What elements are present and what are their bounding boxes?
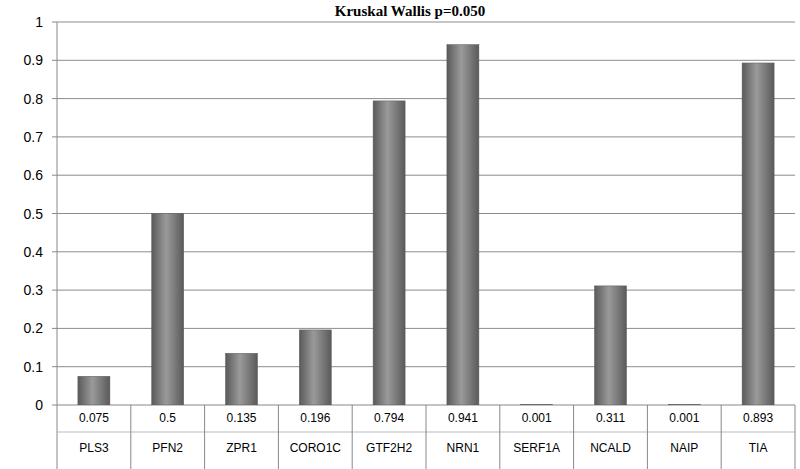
data-label: 0.941 [448, 411, 478, 425]
title: Kruskal Wallis p=0.050 [335, 3, 485, 19]
grid [52, 22, 795, 405]
tick-mark [52, 366, 57, 367]
axis-line [57, 22, 58, 469]
tick-label: 0.6 [24, 167, 44, 183]
tick-mark [52, 22, 57, 23]
bar [447, 45, 479, 405]
tick-mark [52, 98, 57, 99]
data-label: 0.075 [79, 411, 109, 425]
tick-label: 0.7 [24, 129, 44, 145]
tick-mark [52, 175, 57, 176]
tick-mark [52, 290, 57, 291]
tick-label: 0.5 [24, 206, 44, 222]
category-label: PLS3 [79, 441, 109, 455]
tick-label: 0.4 [24, 244, 44, 260]
bar [668, 404, 700, 405]
bar [226, 353, 258, 405]
tick-mark [52, 136, 57, 137]
category-label: NAIP [670, 441, 698, 455]
table-separator [647, 405, 648, 469]
chart-container: Kruskal Wallis p=0.05000.10.20.30.40.50.… [0, 0, 800, 469]
data-label: 0.135 [226, 411, 256, 425]
category-label: NCALD [590, 441, 631, 455]
tick-label: 0.2 [24, 320, 44, 336]
category-label: SERF1A [513, 441, 560, 455]
bar [78, 376, 110, 405]
tick-mark [52, 60, 57, 61]
data-label: 0.794 [374, 411, 404, 425]
category-label: NRN1 [447, 441, 480, 455]
data-label: 0.001 [522, 411, 552, 425]
bar [152, 214, 184, 406]
category-label: CORO1C [290, 441, 342, 455]
table-separator [130, 405, 131, 469]
table-separator [352, 405, 353, 469]
table-separator [573, 405, 574, 469]
grid-line [57, 175, 795, 176]
tick-mark [52, 251, 57, 252]
chart: Kruskal Wallis p=0.05000.10.20.30.40.50.… [0, 0, 800, 469]
category-label: ZPR1 [226, 441, 257, 455]
table-separator [204, 405, 205, 469]
table-separator [426, 405, 427, 469]
data-label: 0.893 [743, 411, 773, 425]
category-label: TIA [749, 441, 768, 455]
category-table [57, 22, 795, 469]
table-separator [499, 405, 500, 469]
bar [521, 404, 553, 405]
tick-label: 0.9 [24, 52, 44, 68]
tick-label: 0 [35, 397, 43, 413]
labels: 0.075 PLS3 0.5 PFN2 0.135 ZPR1 0.196 CORO1C 0.79… [79, 411, 774, 455]
bar [595, 286, 627, 405]
data-label: 0.001 [669, 411, 699, 425]
category-label: PFN2 [152, 441, 183, 455]
grid-line [57, 98, 795, 99]
tick-label: 0.8 [24, 91, 44, 107]
bar [742, 63, 774, 405]
tick-mark [52, 213, 57, 214]
bars [78, 45, 774, 405]
tick-label: 0.3 [24, 282, 44, 298]
tick-label: 0.1 [24, 359, 44, 375]
tick-label: 1 [35, 14, 43, 30]
tick-mark [52, 328, 57, 329]
grid-line [57, 60, 795, 61]
tick-mark [52, 405, 57, 406]
bar [299, 330, 331, 405]
grid-line [57, 136, 795, 137]
grid-line [57, 22, 795, 23]
data-label: 0.311 [596, 411, 625, 425]
table-separator [278, 405, 279, 469]
table-separator [721, 405, 722, 469]
data-label: 0.5 [159, 411, 176, 425]
category-label: GTF2H2 [366, 441, 412, 455]
table-separator [795, 405, 796, 469]
bar [373, 101, 405, 405]
data-label: 0.196 [300, 411, 330, 425]
